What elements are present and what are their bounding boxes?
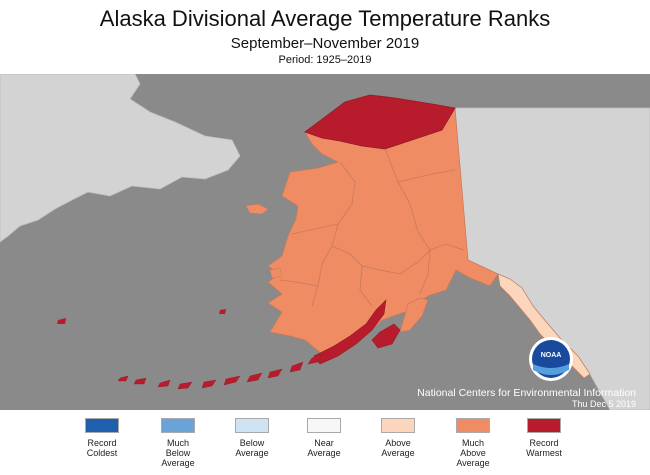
legend-swatch [456,418,490,433]
legend-label: Much Above Average [456,438,490,468]
western-aleutian [57,318,66,324]
legend-swatch [235,418,269,433]
legend-swatch [527,418,561,433]
alaska-division-map: NOAA [0,74,650,410]
nunivak-island [269,267,283,279]
alaska-mainland [267,94,499,355]
legend-label: Near Average [307,438,341,458]
legend-item-record-warmest: Record Warmest [504,418,584,458]
legend-item-record-coldest: Record Coldest [62,418,142,458]
credit-organization: National Centers for Environmental Infor… [417,387,636,399]
legend-item-much-below: Much Below Average [138,418,218,468]
st-lawrence-island [245,203,269,215]
kenai-peninsula [399,297,429,333]
legend-item-much-above: Much Above Average [433,418,513,468]
svg-text:NOAA: NOAA [541,352,562,359]
aleutian-islands [117,353,323,390]
alaska-peninsula [313,299,387,365]
russia-landmass [0,74,241,243]
legend-swatch [381,418,415,433]
noaa-logo: NOAA [529,337,573,381]
legend-swatch [161,418,195,433]
period-label: Period: 1925–2019 [278,54,372,66]
legend-item-below: Below Average [212,418,292,458]
legend-label: Below Average [235,438,269,458]
legend-item-above: Above Average [358,418,438,458]
credit-date: Thu Dec 5 2019 [571,399,636,409]
map-title: Alaska Divisional Average Temperature Ra… [99,6,551,31]
north-slope-division [304,94,456,150]
map-subtitle: September–November 2019 [230,35,420,52]
rank-legend: Record Coldest Much Below Average Below … [0,418,650,475]
legend-label: Much Below Average [161,438,195,468]
legend-label: Above Average [381,438,415,458]
legend-swatch [85,418,119,433]
kodiak-island [371,323,401,349]
pribilof-island [219,309,226,314]
legend-label: Record Coldest [86,438,118,458]
legend-label: Record Warmest [526,438,562,458]
division-boundaries [279,148,465,307]
legend-swatch [307,418,341,433]
legend-item-near: Near Average [284,418,364,458]
